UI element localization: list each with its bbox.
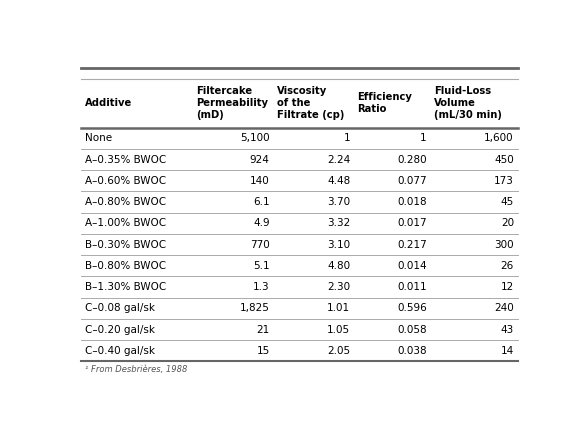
Text: C–0.20 gal/sk: C–0.20 gal/sk [85, 324, 155, 335]
Text: 0.058: 0.058 [397, 324, 427, 335]
Text: 45: 45 [501, 197, 514, 207]
Text: 2.05: 2.05 [327, 346, 350, 356]
Text: 0.217: 0.217 [397, 239, 427, 250]
Text: A–0.35% BWOC: A–0.35% BWOC [85, 154, 166, 164]
Text: 140: 140 [250, 176, 270, 186]
Text: ¹ From Desbrières, 1988: ¹ From Desbrières, 1988 [85, 365, 187, 374]
Text: A–0.80% BWOC: A–0.80% BWOC [85, 197, 166, 207]
Text: 1.3: 1.3 [253, 282, 270, 292]
Text: 2.24: 2.24 [327, 154, 350, 164]
Text: 6.1: 6.1 [253, 197, 270, 207]
Text: 43: 43 [501, 324, 514, 335]
Text: C–0.40 gal/sk: C–0.40 gal/sk [85, 346, 155, 356]
Text: B–1.30% BWOC: B–1.30% BWOC [85, 282, 166, 292]
Text: 20: 20 [501, 218, 514, 228]
Text: 4.48: 4.48 [327, 176, 350, 186]
Text: 12: 12 [501, 282, 514, 292]
Text: C–0.08 gal/sk: C–0.08 gal/sk [85, 303, 155, 313]
Text: 0.014: 0.014 [397, 261, 427, 271]
Text: 240: 240 [494, 303, 514, 313]
Text: Fluid-Loss
Volume
(mL/30 min): Fluid-Loss Volume (mL/30 min) [434, 86, 502, 120]
Text: B–0.30% BWOC: B–0.30% BWOC [85, 239, 166, 250]
Text: 1: 1 [420, 133, 427, 143]
Text: 4.80: 4.80 [327, 261, 350, 271]
Text: 450: 450 [494, 154, 514, 164]
Text: 5,100: 5,100 [240, 133, 270, 143]
Text: 770: 770 [250, 239, 270, 250]
Text: 3.70: 3.70 [327, 197, 350, 207]
Text: 0.017: 0.017 [397, 218, 427, 228]
Text: 15: 15 [256, 346, 270, 356]
Text: 924: 924 [250, 154, 270, 164]
Text: 26: 26 [501, 261, 514, 271]
Text: 3.10: 3.10 [327, 239, 350, 250]
Text: 21: 21 [256, 324, 270, 335]
Text: 1.01: 1.01 [327, 303, 350, 313]
Text: A–1.00% BWOC: A–1.00% BWOC [85, 218, 166, 228]
Text: 0.596: 0.596 [397, 303, 427, 313]
Text: 5.1: 5.1 [253, 261, 270, 271]
Text: 300: 300 [494, 239, 514, 250]
Text: 0.011: 0.011 [397, 282, 427, 292]
Text: 0.018: 0.018 [397, 197, 427, 207]
Text: Efficiency
Ratio: Efficiency Ratio [358, 92, 412, 114]
Text: 1.05: 1.05 [327, 324, 350, 335]
Text: 0.077: 0.077 [397, 176, 427, 186]
Text: B–0.80% BWOC: B–0.80% BWOC [85, 261, 166, 271]
Text: 1,825: 1,825 [240, 303, 270, 313]
Text: 0.038: 0.038 [397, 346, 427, 356]
Text: 4.9: 4.9 [253, 218, 270, 228]
Text: 1: 1 [344, 133, 350, 143]
Text: Viscosity
of the
Filtrate (cp): Viscosity of the Filtrate (cp) [277, 86, 345, 120]
Text: None: None [85, 133, 112, 143]
Text: 0.280: 0.280 [397, 154, 427, 164]
Text: 14: 14 [501, 346, 514, 356]
Text: 1,600: 1,600 [484, 133, 514, 143]
Text: 2.30: 2.30 [327, 282, 350, 292]
Text: Additive: Additive [85, 98, 132, 108]
Text: 173: 173 [494, 176, 514, 186]
Text: Filtercake
Permeability
(mD): Filtercake Permeability (mD) [196, 86, 269, 120]
Text: A–0.60% BWOC: A–0.60% BWOC [85, 176, 166, 186]
Text: 3.32: 3.32 [327, 218, 350, 228]
